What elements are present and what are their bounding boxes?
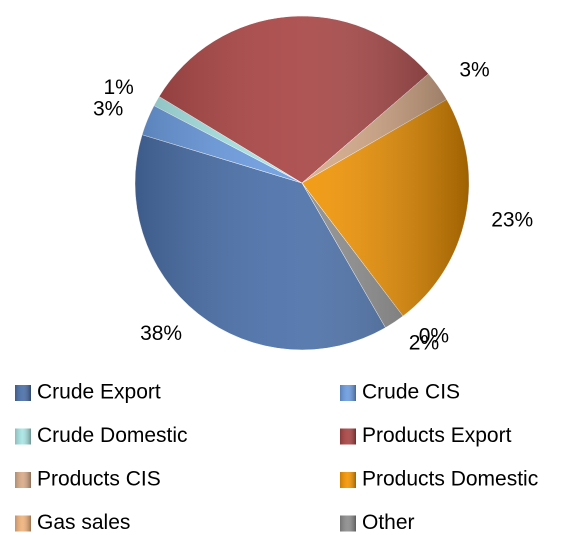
data-label: 3% [459,59,489,82]
legend-swatch-shade [340,515,356,532]
legend-label: Crude Domestic [37,424,188,447]
data-label: 30% [265,0,307,1]
legend-swatch-shade [15,428,31,445]
legend-swatch-shade [340,428,356,445]
legend-label: Crude CIS [362,381,460,404]
data-label: 2% [409,331,439,354]
data-label: 1% [103,76,133,99]
data-label: 23% [491,209,533,232]
legend-label: Crude Export [37,381,161,404]
data-label: 38% [140,322,182,345]
legend-label: Products Domestic [362,468,538,491]
data-label: 3% [93,98,123,121]
legend-label: Gas sales [37,511,130,534]
legend-swatch-shade [340,472,356,488]
legend-label: Products Export [362,424,512,447]
legend-label: Other [362,511,415,534]
legend-swatch-shade [15,472,31,488]
legend-swatch-shade [15,515,31,532]
legend-label: Products CIS [37,468,161,491]
legend-swatch-shade [15,385,31,401]
legend-swatch-shade [340,385,356,401]
